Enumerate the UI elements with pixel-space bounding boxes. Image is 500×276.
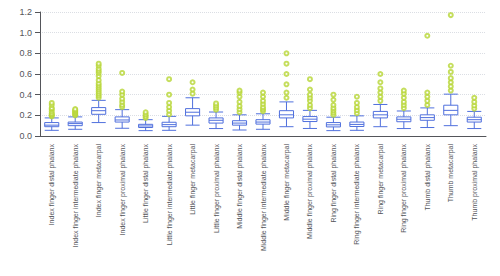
- svg-text:0.4: 0.4: [19, 90, 32, 100]
- svg-text:Little finger metacarpal: Little finger metacarpal: [189, 144, 197, 215]
- svg-text:Little finger intermediate pha: Little finger intermediate phalanx: [166, 144, 174, 246]
- svg-text:Middle finger proximal phalanx: Middle finger proximal phalanx: [306, 144, 314, 239]
- svg-text:1.2: 1.2: [19, 7, 32, 17]
- svg-text:Ring finger metacarpal: Ring finger metacarpal: [377, 144, 385, 215]
- svg-text:Little finger distal phalanx: Little finger distal phalanx: [142, 144, 150, 223]
- svg-text:Little finger proximal phalanx: Little finger proximal phalanx: [213, 144, 221, 234]
- svg-text:Ring finger proximal phalanx: Ring finger proximal phalanx: [400, 144, 408, 233]
- svg-text:0.6: 0.6: [19, 69, 32, 79]
- svg-text:Index finger intermediate phal: Index finger intermediate phalanx: [72, 144, 80, 248]
- svg-text:0.8: 0.8: [19, 48, 32, 58]
- svg-text:Ring finger intermediate phala: Ring finger intermediate phalanx: [353, 144, 361, 245]
- svg-text:1.0: 1.0: [19, 28, 32, 38]
- svg-text:Ring finger distal phalanx: Ring finger distal phalanx: [330, 144, 338, 223]
- svg-text:Thumb metacarpal: Thumb metacarpal: [447, 144, 455, 203]
- svg-text:0.2: 0.2: [19, 110, 32, 120]
- svg-text:Middle finger metacarpal: Middle finger metacarpal: [283, 144, 291, 221]
- svg-text:Middle finger intermediate pha: Middle finger intermediate phalanx: [260, 144, 268, 252]
- svg-text:Index finger metacarpal: Index finger metacarpal: [95, 144, 103, 218]
- svg-text:Index finger distal phalanx: Index finger distal phalanx: [48, 144, 56, 226]
- svg-text:Thumb proximal phalanx: Thumb proximal phalanx: [471, 144, 479, 221]
- svg-text:Middle finger distal phalanx: Middle finger distal phalanx: [236, 144, 244, 229]
- svg-text:0.0: 0.0: [19, 131, 32, 141]
- svg-text:Index finger proximal phalanx: Index finger proximal phalanx: [119, 144, 127, 236]
- svg-text:Thumb distal phalanx: Thumb distal phalanx: [424, 144, 432, 211]
